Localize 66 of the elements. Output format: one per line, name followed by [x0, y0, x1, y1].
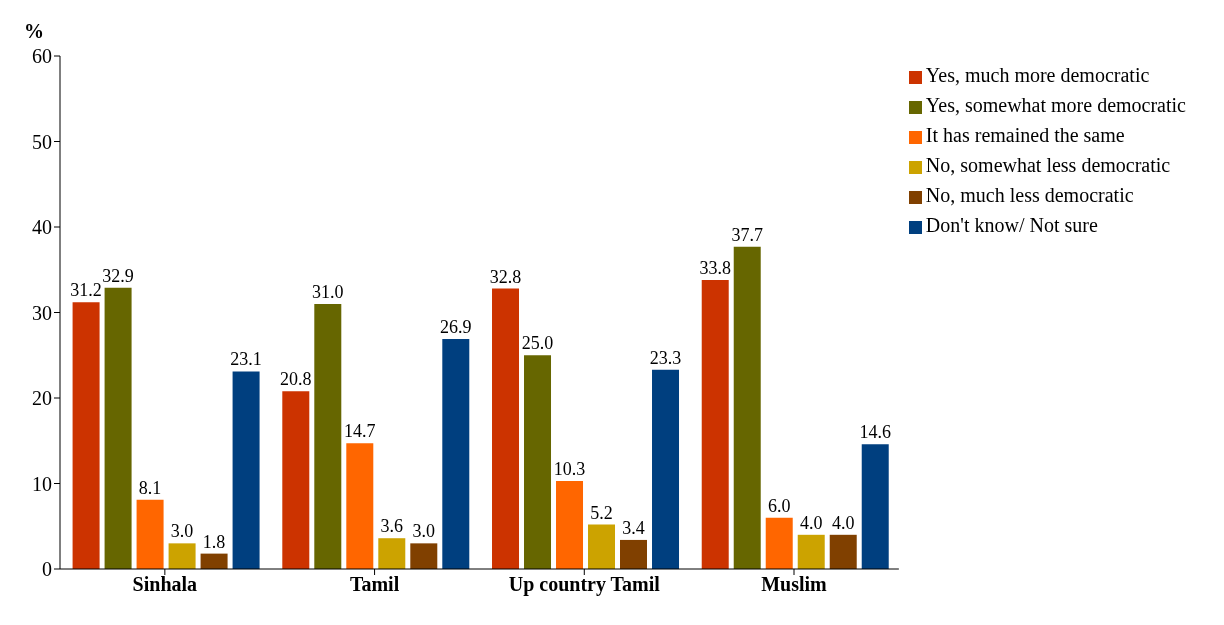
bar	[620, 539, 648, 569]
bar	[282, 391, 310, 569]
bar	[378, 538, 406, 569]
x-tick-label: Tamil	[349, 573, 400, 596]
y-tick-label: 10	[32, 472, 52, 495]
y-tick-label: 50	[32, 130, 52, 153]
bar	[829, 534, 857, 569]
text: 6.0	[767, 495, 791, 516]
text: 31.2	[70, 280, 102, 301]
text: 3.0	[412, 521, 436, 542]
bar	[232, 371, 260, 569]
bar	[314, 303, 342, 569]
legend-label: Yes, much more democratic	[925, 64, 1150, 86]
bar	[136, 499, 164, 569]
bar	[861, 444, 889, 569]
text: 1.8	[202, 531, 226, 552]
text: 14.7	[344, 421, 376, 442]
bar	[588, 524, 616, 569]
bar	[701, 280, 729, 569]
bar	[765, 517, 793, 569]
y-tick-label: 60	[32, 45, 52, 68]
text: 3.0	[170, 521, 194, 542]
text: 32.9	[102, 265, 134, 286]
legend-label: Don't know/ Not sure	[925, 214, 1098, 236]
y-axis-title: %	[24, 20, 44, 42]
text: 23.1	[230, 349, 262, 370]
bar	[72, 302, 100, 569]
bar	[200, 553, 228, 569]
text: 8.1	[138, 477, 162, 498]
text: 26.9	[440, 317, 472, 338]
legend-label: It has remained the same	[925, 124, 1125, 146]
bar	[346, 443, 374, 569]
text: 32.8	[489, 266, 522, 287]
legend-label: No, somewhat less democratic	[925, 154, 1171, 176]
text: 4.0	[831, 512, 855, 533]
legend-label: No, much less democratic	[925, 184, 1134, 206]
bar	[733, 246, 761, 569]
text: 25.0	[521, 333, 554, 354]
bar	[168, 543, 196, 569]
text: 31.0	[312, 281, 344, 302]
text: 5.2	[590, 502, 613, 523]
x-tick-label: Muslim	[761, 573, 828, 596]
text: 14.6	[859, 422, 891, 443]
y-tick-label: 40	[32, 216, 52, 239]
text: 37.7	[731, 224, 763, 245]
bar	[556, 480, 584, 569]
text: 23.3	[649, 347, 682, 368]
x-tick-label: Sinhala	[132, 573, 198, 596]
text: 10.3	[553, 458, 586, 479]
text: 20.8	[280, 369, 312, 390]
text: 3.6	[380, 516, 404, 537]
bar	[492, 288, 520, 569]
text: 33.8	[699, 258, 731, 279]
bar	[524, 355, 552, 569]
y-tick-label: 30	[32, 301, 52, 324]
text: 3.4	[622, 517, 645, 538]
x-tick-label: Up country Tamil	[508, 573, 661, 597]
bar	[652, 369, 680, 569]
y-tick-label: 20	[32, 387, 52, 410]
bar	[442, 339, 470, 569]
bar	[410, 543, 438, 569]
y-tick-label: 0	[42, 558, 52, 581]
legend-label: Yes, somewhat more democratic	[925, 94, 1186, 116]
text: 4.0	[799, 512, 823, 533]
bar	[104, 287, 132, 569]
bar	[797, 534, 825, 569]
